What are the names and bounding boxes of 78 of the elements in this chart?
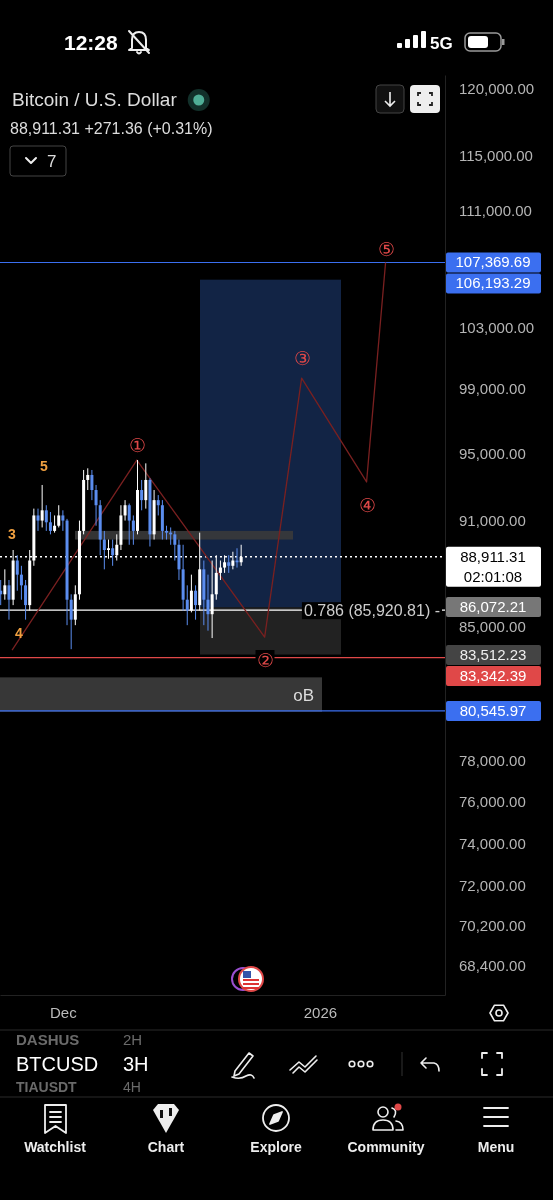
candlestick — [127, 503, 131, 546]
annotation: 5 — [40, 458, 49, 474]
x-tick-label: 2026 — [303, 1003, 338, 1021]
candlestick — [185, 584, 189, 626]
text: 3H — [123, 1053, 149, 1075]
candlestick — [40, 484, 44, 528]
y-tick-label: 95,000.00 — [459, 444, 526, 462]
y-tick-label: 70,200.00 — [459, 916, 526, 934]
text: 88,911.31 +271.36 (+0.31%) — [10, 120, 213, 137]
candlestick — [61, 509, 65, 532]
y-tick-label: 120,000.00 — [459, 80, 535, 98]
annotation: ③ — [293, 348, 311, 369]
annotation: 4 — [15, 625, 24, 641]
annotation: ⑤ — [377, 239, 395, 260]
candlestick — [140, 479, 144, 511]
candlestick — [94, 484, 98, 527]
ref-line-label: 83,342.39 — [459, 667, 527, 684]
text: TIAUSDT — [16, 1079, 78, 1095]
text: 5G — [430, 34, 453, 53]
candlestick — [206, 574, 210, 632]
text: BTCUSD — [16, 1053, 99, 1075]
candlestick — [3, 568, 7, 601]
y-tick-label: 103,000.00 — [459, 318, 535, 336]
text: 2H — [123, 1031, 143, 1048]
text: Bitcoin / U.S. Dollar — [12, 89, 178, 110]
annotation: 7 — [47, 152, 57, 171]
text: 86,072.21 — [459, 598, 527, 615]
text: 02:01:08 — [463, 568, 523, 585]
text: Chart — [147, 1139, 185, 1155]
text: DASHUS — [16, 1031, 80, 1048]
candlestick — [48, 511, 52, 535]
text: Community — [347, 1139, 425, 1155]
candlestick — [57, 504, 61, 528]
y-tick-label: 99,000.00 — [459, 380, 526, 398]
candlestick — [90, 469, 94, 501]
y-tick-label: 78,000.00 — [459, 752, 526, 770]
ref-line-label: 88,911.31 — [460, 547, 526, 565]
text: 83,512.23 — [459, 646, 527, 663]
text: 12:28 — [64, 31, 119, 54]
candlestick — [69, 593, 73, 650]
y-tick-label: 111,000.00 — [459, 201, 532, 219]
text: Explore — [250, 1139, 302, 1155]
text: Menu — [477, 1139, 515, 1155]
band-label: oB — [293, 685, 314, 705]
candlestick — [111, 539, 115, 567]
annotation: ② — [256, 650, 274, 671]
y-tick-label: 68,400.00 — [459, 957, 526, 975]
candlestick — [7, 579, 11, 621]
candlestick — [144, 462, 148, 510]
annotation: 3 — [8, 526, 17, 542]
candlestick — [156, 494, 160, 516]
text: 4H — [123, 1079, 141, 1095]
y-tick-label: 76,000.00 — [459, 792, 526, 810]
candlestick — [194, 584, 198, 621]
candlestick — [218, 560, 222, 581]
candlestick — [86, 467, 90, 491]
candlestick — [44, 504, 48, 532]
candlestick — [24, 579, 28, 621]
text: Watchlist — [24, 1139, 87, 1155]
candlestick — [19, 565, 23, 601]
y-tick-label: 91,000.00 — [459, 511, 526, 529]
y-tick-label: 74,000.00 — [459, 834, 526, 852]
text: 106,193.29 — [455, 274, 531, 292]
candlestick — [36, 508, 40, 532]
candlestick — [102, 530, 106, 570]
y-tick-label: 72,000.00 — [459, 877, 526, 895]
x-tick-label: Dec — [50, 1003, 78, 1021]
ref-line-label: 107,369.69 — [455, 253, 531, 271]
y-tick-label: 115,000.00 — [459, 146, 533, 164]
candlestick — [15, 554, 19, 592]
candlestick — [173, 530, 177, 562]
ref-line-label: 0.786 (85,920.81) - — [303, 602, 440, 620]
candlestick — [131, 514, 135, 546]
annotation: ① — [128, 435, 146, 456]
y-tick-label: 85,000.00 — [459, 618, 526, 636]
annotation: ④ — [358, 495, 376, 516]
ref-line-label: 80,545.97 — [459, 701, 527, 719]
candlestick — [123, 499, 127, 522]
